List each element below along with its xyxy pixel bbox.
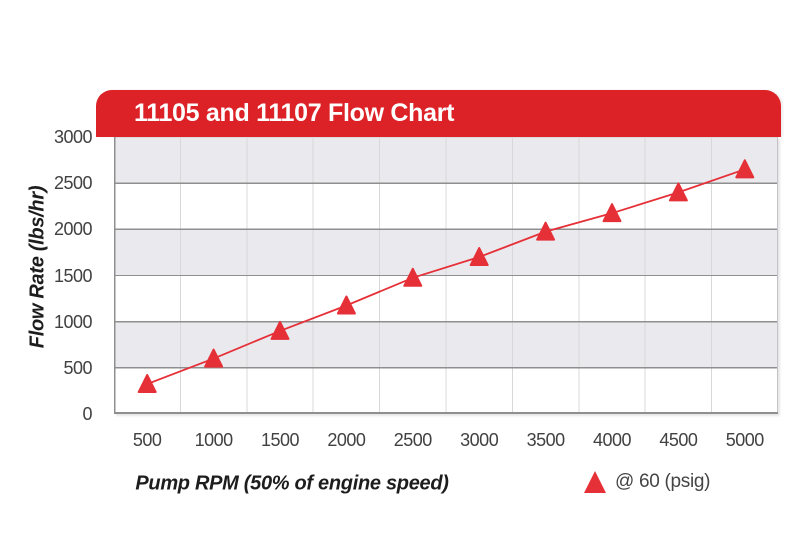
legend: @ 60 (psig) [584,470,711,494]
legend-label: @ 60 (psig) [615,471,711,492]
series-marker-triangle [668,182,688,202]
series-marker-triangle [735,159,755,179]
series-line [146,168,746,385]
y-tick-label: 2500 [53,173,93,194]
x-tick-label: 1500 [260,430,300,450]
plot-area [114,137,778,414]
x-tick-label: 4000 [592,430,632,450]
y-tick-label: 3000 [53,127,93,147]
chart-title-banner: 11105 and 11107 Flow Chart [96,90,781,137]
chart-title: 11105 and 11107 Flow Chart [134,99,455,127]
plot-svg [114,137,778,414]
x-tick-label: 4500 [659,430,698,450]
y-tick-label: 0 [82,404,92,424]
legend-marker-triangle-icon [584,471,606,493]
x-tick-label: 500 [132,430,162,450]
series-marker-triangle [403,267,423,287]
y-tick-label: 500 [63,357,92,378]
x-tick-label: 2000 [327,430,366,450]
series-marker-triangle [336,295,356,315]
y-tick-label: 2000 [53,219,93,240]
y-tick-label: 1000 [53,311,93,332]
series-marker-triangle [137,373,157,393]
series-marker-triangle [602,203,622,223]
x-tick-label: 3000 [460,430,499,450]
x-axis-title: Pump RPM (50% of engine speed) [135,472,449,495]
x-tick-label: 5000 [725,430,765,450]
y-tick-label: 1500 [53,265,93,286]
x-tick-label: 1000 [194,430,234,450]
series-marker-triangle [469,247,489,267]
series-marker-triangle [204,348,224,368]
x-tick-label: 2500 [393,430,433,450]
series-marker-triangle [270,320,290,340]
x-tick-label: 3500 [526,430,566,450]
series-marker-triangle [536,221,556,241]
